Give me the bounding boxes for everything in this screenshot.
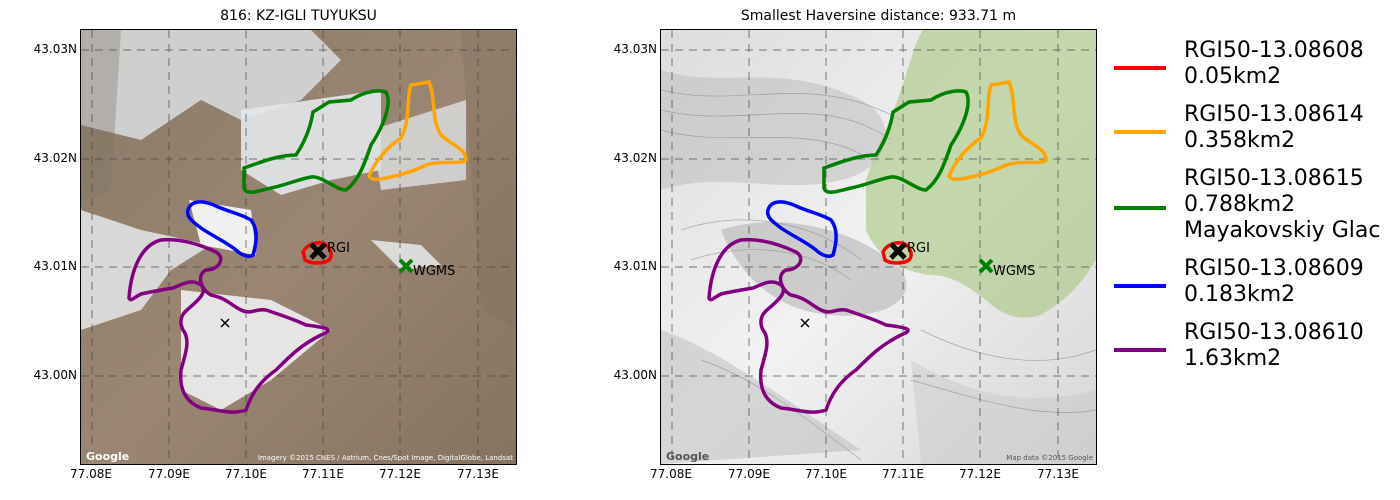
centroid-marker bbox=[220, 318, 230, 328]
x-tick-label: 77.09E bbox=[728, 467, 770, 481]
legend-label: RGI50-13.08610 1.63km2 bbox=[1184, 320, 1364, 372]
wgms-marker[interactable] bbox=[978, 258, 994, 274]
map-attribution: Imagery ©2015 CNES / Astrium, Cnes/Spot … bbox=[257, 454, 513, 462]
x-tick-label: 77.13E bbox=[1037, 467, 1079, 481]
y-tick-label: 43.00N bbox=[33, 368, 77, 382]
y-tick-label: 43.01N bbox=[613, 259, 657, 273]
snow-field bbox=[371, 240, 441, 270]
snow-field bbox=[371, 100, 466, 190]
legend-glacier-id: RGI50-13.08615 bbox=[1184, 166, 1364, 191]
glacier-outline-rgi50-13-08610[interactable] bbox=[707, 237, 910, 414]
hillshade bbox=[661, 70, 886, 190]
legend-glacier-area: 0.358km2 bbox=[1184, 128, 1296, 153]
glacier-outline-rgi50-13-08610[interactable] bbox=[127, 237, 330, 414]
legend-glacier-area: 0.788km2 bbox=[1184, 192, 1296, 217]
x-tick-label: 77.09E bbox=[148, 467, 190, 481]
google-logo: Google bbox=[666, 450, 710, 463]
right-map-panel: Smallest Haversine distance: 933.71 m 43… bbox=[580, 0, 1100, 500]
legend-label: RGI50-13.08608 0.05km2 bbox=[1184, 38, 1364, 90]
y-tick-label: 43.03N bbox=[613, 42, 657, 56]
legend-label: RGI50-13.08614 0.358km2 bbox=[1184, 102, 1364, 154]
legend-glacier-id: RGI50-13.08610 bbox=[1184, 320, 1364, 345]
legend-glacier-id: RGI50-13.08609 bbox=[1184, 256, 1364, 281]
left-map-title: 816: KZ-IGLI TUYUKSU bbox=[220, 8, 377, 24]
terrain-map-canvas: RGI WGMS bbox=[661, 30, 1096, 464]
satellite-map[interactable]: RGI WGMS Google Imagery ©2015 CNES / Ast… bbox=[80, 29, 517, 465]
rock-ridge bbox=[461, 30, 516, 330]
legend: RGI50-13.08608 0.05km2 RGI50-13.08614 0.… bbox=[1110, 38, 1400, 384]
y-tick-label: 43.02N bbox=[613, 151, 657, 165]
glacier-outline-rgi50-13-08615[interactable] bbox=[822, 89, 970, 194]
wgms-marker-label: WGMS bbox=[993, 264, 1035, 279]
y-tick-label: 43.00N bbox=[613, 368, 657, 382]
rgi-marker-label: RGI bbox=[907, 241, 930, 256]
x-tick-label: 77.11E bbox=[882, 467, 924, 481]
x-tick-label: 77.08E bbox=[650, 467, 692, 481]
legend-glacier-area: 0.183km2 bbox=[1184, 282, 1296, 307]
hillshade bbox=[721, 222, 907, 316]
legend-label: RGI50-13.08615 0.788km2 Mayakovskiy Glac bbox=[1184, 166, 1380, 244]
google-logo: Google bbox=[86, 450, 130, 463]
x-tick-label: 77.12E bbox=[959, 467, 1001, 481]
hillshade bbox=[911, 360, 1096, 464]
legend-swatch bbox=[1114, 66, 1166, 70]
glacier-outline-rgi50-13-08609[interactable] bbox=[765, 200, 838, 258]
y-tick-label: 43.03N bbox=[33, 42, 77, 56]
legend-glacier-id: RGI50-13.08614 bbox=[1184, 102, 1364, 127]
glacier-outline-rgi50-13-08614[interactable] bbox=[947, 80, 1048, 182]
legend-glacier-name: Mayakovskiy Glac bbox=[1184, 218, 1381, 243]
glacier-outline-rgi50-13-08615[interactable] bbox=[242, 89, 390, 194]
legend-item: RGI50-13.08610 1.63km2 bbox=[1110, 320, 1400, 384]
y-tick-label: 43.01N bbox=[33, 259, 77, 273]
legend-glacier-area: 1.63km2 bbox=[1184, 346, 1282, 371]
wgms-marker-label: WGMS bbox=[413, 264, 455, 279]
map-attribution: Map data ©2015 Google bbox=[1006, 454, 1093, 462]
left-map-panel: 816: KZ-IGLI TUYUKSU 43.03N 43.02N 43.01… bbox=[0, 0, 560, 500]
legend-label: RGI50-13.08609 0.183km2 bbox=[1184, 256, 1364, 308]
x-tick-label: 77.13E bbox=[457, 467, 499, 481]
x-tick-label: 77.10E bbox=[805, 467, 847, 481]
y-tick-label: 43.02N bbox=[33, 151, 77, 165]
legend-swatch bbox=[1114, 348, 1166, 352]
x-tick-label: 77.08E bbox=[70, 467, 112, 481]
legend-item: RGI50-13.08615 0.788km2 Mayakovskiy Glac bbox=[1110, 166, 1400, 256]
snow-field bbox=[81, 30, 341, 140]
x-tick-label: 77.12E bbox=[379, 467, 421, 481]
legend-item: RGI50-13.08614 0.358km2 bbox=[1110, 102, 1400, 166]
rgi-marker-label: RGI bbox=[327, 241, 350, 256]
legend-item: RGI50-13.08608 0.05km2 bbox=[1110, 38, 1400, 102]
rgi-marker[interactable] bbox=[889, 242, 907, 260]
centroid-marker bbox=[800, 318, 810, 328]
right-map-title: Smallest Haversine distance: 933.71 m bbox=[740, 8, 1017, 24]
legend-glacier-area: 0.05km2 bbox=[1184, 64, 1282, 89]
wgms-marker[interactable] bbox=[398, 258, 414, 274]
legend-swatch bbox=[1114, 130, 1166, 134]
legend-swatch bbox=[1114, 284, 1166, 288]
rock-ridge bbox=[81, 30, 121, 200]
glacier-outline-rgi50-13-08614[interactable] bbox=[367, 80, 468, 182]
legend-glacier-id: RGI50-13.08608 bbox=[1184, 38, 1364, 63]
terrain-map[interactable]: RGI WGMS Google Map data ©2015 Google bbox=[660, 29, 1097, 465]
rgi-marker[interactable] bbox=[309, 242, 327, 260]
legend-swatch bbox=[1114, 206, 1166, 210]
contour-lines bbox=[661, 89, 1096, 461]
legend-item: RGI50-13.08609 0.183km2 bbox=[1110, 256, 1400, 320]
snow-field bbox=[241, 90, 381, 195]
glacier-outline-rgi50-13-08609[interactable] bbox=[185, 200, 258, 258]
satellite-map-canvas: RGI WGMS bbox=[81, 30, 516, 464]
x-tick-label: 77.10E bbox=[225, 467, 267, 481]
x-tick-label: 77.11E bbox=[302, 467, 344, 481]
